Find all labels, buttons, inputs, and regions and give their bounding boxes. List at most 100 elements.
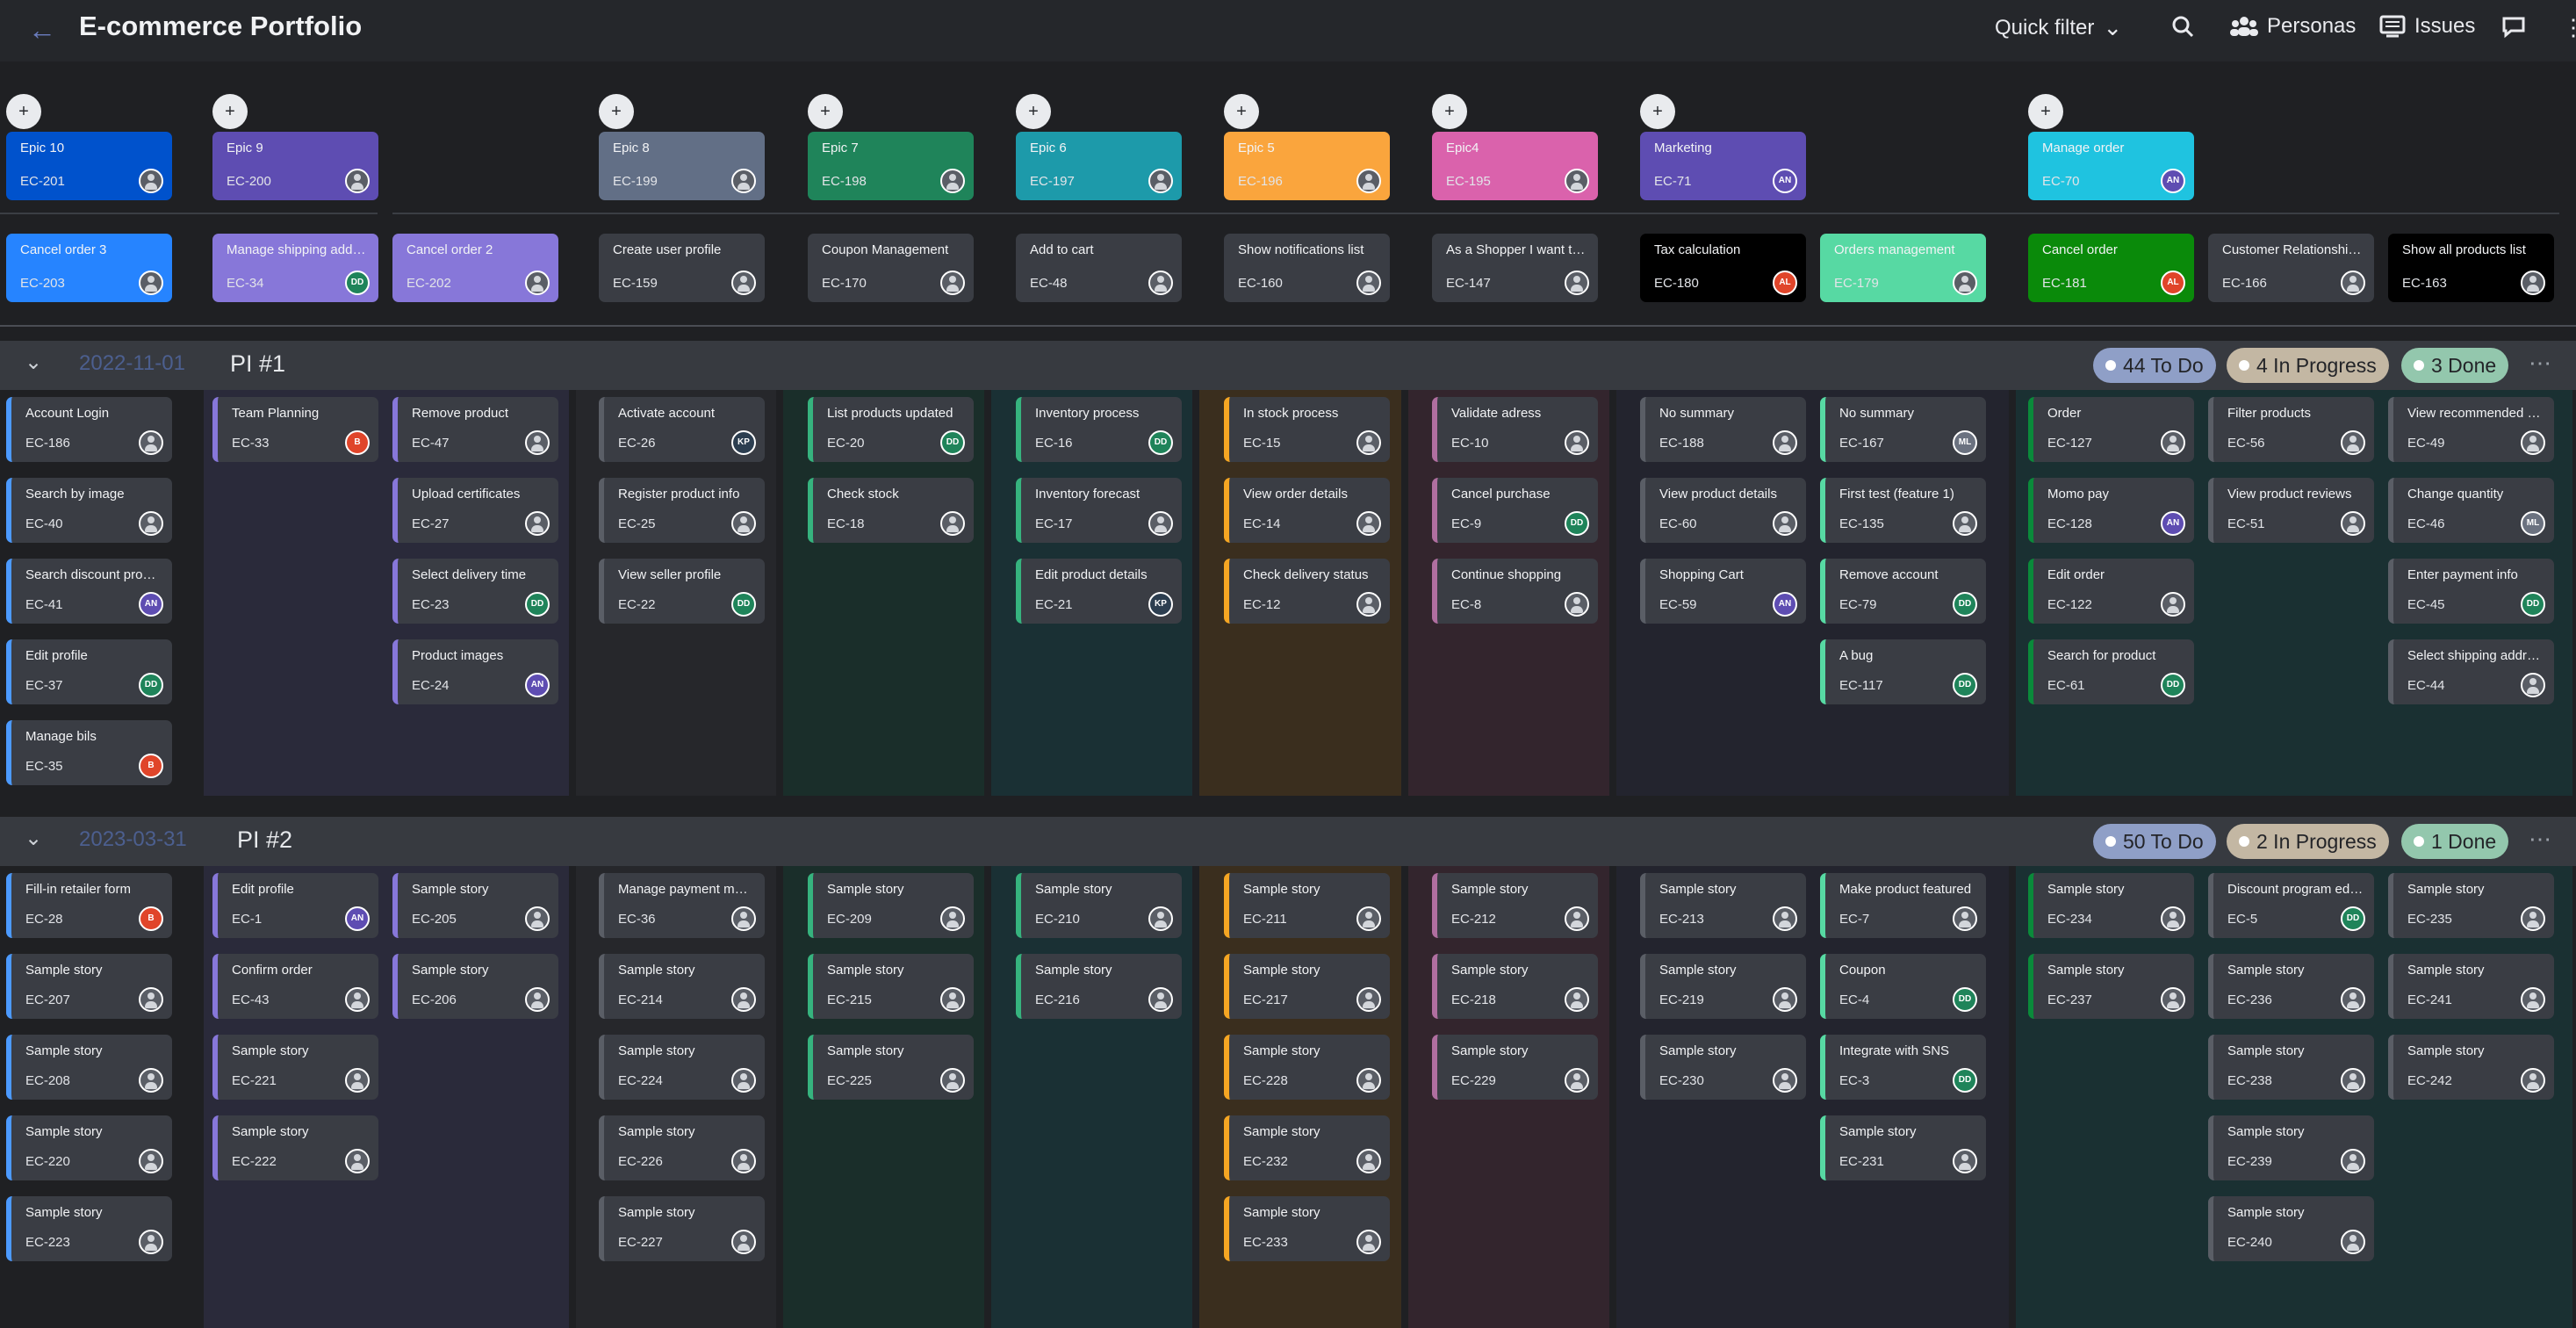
story-card[interactable]: Activate account EC-26 KP [599, 397, 765, 462]
story-card[interactable]: Sample story EC-206 [392, 954, 558, 1019]
story-card[interactable]: Edit profile EC-1 AN [212, 873, 378, 938]
story-card[interactable]: No summary EC-188 [1640, 397, 1806, 462]
story-card[interactable]: Select delivery time EC-23 DD [392, 559, 558, 624]
story-card[interactable]: Sample story EC-232 [1224, 1115, 1390, 1180]
feature-card[interactable]: Cancel order 2 EC-202 [392, 234, 558, 302]
persona-add-icon[interactable]: + [1432, 94, 1467, 129]
story-card[interactable]: Manage bils EC-35 B [6, 720, 172, 785]
status-pill-inprogress[interactable]: 4 In Progress [2227, 348, 2389, 383]
story-card[interactable]: Check delivery status EC-12 [1224, 559, 1390, 624]
story-card[interactable]: View recommended products EC-49 [2388, 397, 2554, 462]
status-pill-inprogress[interactable]: 2 In Progress [2227, 824, 2389, 859]
story-card[interactable]: Sample story EC-221 [212, 1035, 378, 1100]
story-card[interactable]: Remove account EC-79 DD [1820, 559, 1986, 624]
story-card[interactable]: Discount program edited EC-5 DD [2208, 873, 2374, 938]
epic-card[interactable]: Epic 10 EC-201 [6, 132, 172, 200]
story-card[interactable]: Edit profile EC-37 DD [6, 639, 172, 704]
epic-card[interactable]: Epic 5 EC-196 [1224, 132, 1390, 200]
feature-card[interactable]: Show all products list EC-163 [2388, 234, 2554, 302]
story-card[interactable]: Search by image EC-40 [6, 478, 172, 543]
story-card[interactable]: Sample story EC-208 [6, 1035, 172, 1100]
feature-card[interactable]: Show notifications list EC-160 [1224, 234, 1390, 302]
persona-add-icon[interactable]: + [6, 94, 41, 129]
persona-add-icon[interactable]: + [2028, 94, 2063, 129]
story-card[interactable]: Integrate with SNS EC-3 DD [1820, 1035, 1986, 1100]
feature-card[interactable]: Manage shipping addresses EC-34 DD [212, 234, 378, 302]
story-card[interactable]: Sample story EC-209 [808, 873, 974, 938]
feature-card[interactable]: Customer Relationship management EC-166 [2208, 234, 2374, 302]
story-card[interactable]: Sample story EC-237 [2028, 954, 2194, 1019]
feature-card[interactable]: Cancel order 3 EC-203 [6, 234, 172, 302]
story-card[interactable]: Shopping Cart EC-59 AN [1640, 559, 1806, 624]
story-card[interactable]: Sample story EC-238 [2208, 1035, 2374, 1100]
persona-add-icon[interactable]: + [1016, 94, 1051, 129]
chevron-down-icon[interactable]: ⌄ [25, 826, 43, 850]
story-card[interactable]: Sample story EC-235 [2388, 873, 2554, 938]
status-pill-todo[interactable]: 44 To Do [2093, 348, 2216, 383]
story-card[interactable]: Sample story EC-205 [392, 873, 558, 938]
story-card[interactable]: View product details EC-60 [1640, 478, 1806, 543]
story-card[interactable]: Sample story EC-211 [1224, 873, 1390, 938]
story-card[interactable]: Team Planning EC-33 B [212, 397, 378, 462]
persona-add-icon[interactable]: + [599, 94, 634, 129]
status-pill-todo[interactable]: 50 To Do [2093, 824, 2216, 859]
story-card[interactable]: Validate adress EC-10 [1432, 397, 1598, 462]
story-card[interactable]: Sample story EC-240 [2208, 1196, 2374, 1261]
story-card[interactable]: Select shipping address EC-44 [2388, 639, 2554, 704]
story-card[interactable]: Manage payment methods EC-36 [599, 873, 765, 938]
story-card[interactable]: View product reviews EC-51 [2208, 478, 2374, 543]
story-card[interactable]: A bug EC-117 DD [1820, 639, 1986, 704]
story-card[interactable]: Sample story EC-239 [2208, 1115, 2374, 1180]
story-card[interactable]: Sample story EC-225 [808, 1035, 974, 1100]
story-card[interactable]: Sample story EC-215 [808, 954, 974, 1019]
story-card[interactable]: Inventory process EC-16 DD [1016, 397, 1182, 462]
epic-card[interactable]: Epic 8 EC-199 [599, 132, 765, 200]
story-card[interactable]: Sample story EC-230 [1640, 1035, 1806, 1100]
story-card[interactable]: Sample story EC-216 [1016, 954, 1182, 1019]
story-card[interactable]: Search for product EC-61 DD [2028, 639, 2194, 704]
story-card[interactable]: Product images EC-24 AN [392, 639, 558, 704]
story-card[interactable]: Remove product EC-47 [392, 397, 558, 462]
story-card[interactable]: View order details EC-14 [1224, 478, 1390, 543]
story-card[interactable]: Edit product details EC-21 KP [1016, 559, 1182, 624]
story-card[interactable]: Fill-in retailer form EC-28 B [6, 873, 172, 938]
more-menu-icon[interactable]: ⋮ [2562, 14, 2576, 40]
feature-card[interactable]: As a Shopper I want to Search for produc… [1432, 234, 1598, 302]
story-card[interactable]: Make product featured EC-7 [1820, 873, 1986, 938]
feature-card[interactable]: Cancel order EC-181 AL [2028, 234, 2194, 302]
epic-card[interactable]: Marketing EC-71 AN [1640, 132, 1806, 200]
status-pill-done[interactable]: 1 Done [2401, 824, 2509, 859]
story-card[interactable]: Sample story EC-218 [1432, 954, 1598, 1019]
story-card[interactable]: Sample story EC-241 [2388, 954, 2554, 1019]
story-card[interactable]: View seller profile EC-22 DD [599, 559, 765, 624]
story-card[interactable]: Check stock EC-18 [808, 478, 974, 543]
comments-button[interactable] [2500, 14, 2527, 39]
story-card[interactable]: Sample story EC-213 [1640, 873, 1806, 938]
story-card[interactable]: Search discount products EC-41 AN [6, 559, 172, 624]
feature-card[interactable]: Orders management EC-179 [1820, 234, 1986, 302]
status-pill-done[interactable]: 3 Done [2401, 348, 2509, 383]
epic-card[interactable]: Epic 6 EC-197 [1016, 132, 1182, 200]
story-card[interactable]: Sample story EC-219 [1640, 954, 1806, 1019]
story-card[interactable]: No summary EC-167 ML [1820, 397, 1986, 462]
feature-card[interactable]: Add to cart EC-48 [1016, 234, 1182, 302]
story-card[interactable]: Sample story EC-226 [599, 1115, 765, 1180]
story-card[interactable]: Sample story EC-236 [2208, 954, 2374, 1019]
story-card[interactable]: Confirm order EC-43 [212, 954, 378, 1019]
story-card[interactable]: Momo pay EC-128 AN [2028, 478, 2194, 543]
story-card[interactable]: Coupon EC-4 DD [1820, 954, 1986, 1019]
personas-button[interactable]: Personas [2230, 14, 2356, 39]
story-card[interactable]: Sample story EC-242 [2388, 1035, 2554, 1100]
story-card[interactable]: Continue shopping EC-8 [1432, 559, 1598, 624]
story-card[interactable]: Cancel purchase EC-9 DD [1432, 478, 1598, 543]
persona-add-icon[interactable]: + [808, 94, 843, 129]
story-card[interactable]: First test (feature 1) EC-135 [1820, 478, 1986, 543]
story-card[interactable]: Filter products EC-56 [2208, 397, 2374, 462]
persona-add-icon[interactable]: + [1224, 94, 1259, 129]
story-card[interactable]: Sample story EC-229 [1432, 1035, 1598, 1100]
issues-button[interactable]: Issues [2379, 14, 2475, 39]
story-card[interactable]: In stock process EC-15 [1224, 397, 1390, 462]
back-arrow-icon[interactable]: ← [28, 14, 56, 46]
story-card[interactable]: Sample story EC-227 [599, 1196, 765, 1261]
story-card[interactable]: Sample story EC-234 [2028, 873, 2194, 938]
